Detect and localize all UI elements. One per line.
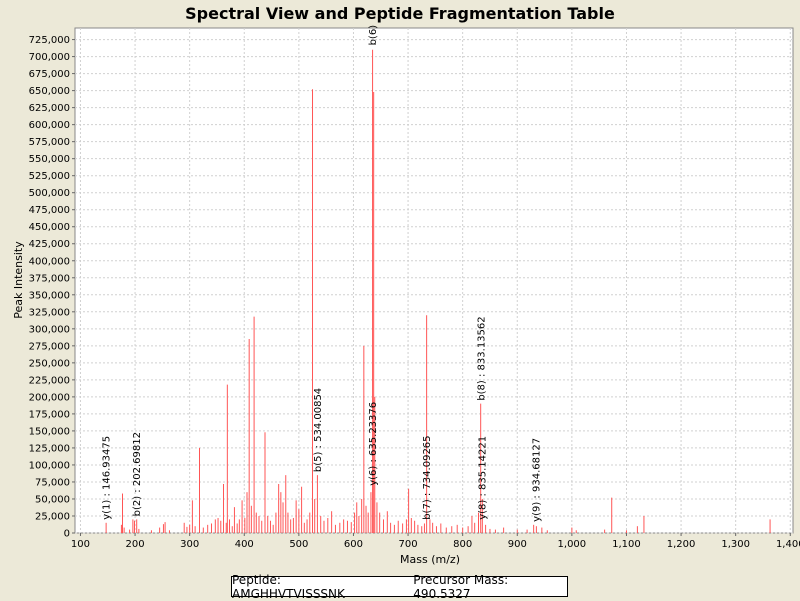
peptide-info: Peptide: AMGHHVTVISSSNK xyxy=(232,573,395,601)
peak-annotations: y(1) : 146.93475 b(2) : 202.69812 b(5) : 5… xyxy=(102,25,543,522)
y-tick-label: 450,000 xyxy=(29,222,70,233)
y-tick-label: 25,000 xyxy=(35,511,70,522)
x-tick-label: 1,200 xyxy=(667,539,696,550)
peak-annotation-label: y(1) : 146.93475 xyxy=(102,436,113,520)
x-tick-label: 500 xyxy=(289,539,308,550)
x-tick-label: 300 xyxy=(180,539,199,550)
peak-annotation-label: b(7) : 734.09265 xyxy=(422,435,433,519)
y-tick-label: 350,000 xyxy=(29,290,70,301)
y-tick-label: 100,000 xyxy=(29,460,70,471)
y-tick-label: 150,000 xyxy=(29,426,70,437)
plot-area xyxy=(74,27,794,534)
peak-annotation-label: y(9) : 934.68127 xyxy=(532,438,543,522)
y-tick-label: 75,000 xyxy=(35,477,70,488)
y-tick-label: 325,000 xyxy=(29,307,70,318)
grid-lines xyxy=(75,28,793,534)
x-tick-label: 100 xyxy=(71,539,90,550)
peak-annotation-label: b(5) : 534.00854 xyxy=(313,388,324,472)
y-axis-label: Peak Intensity xyxy=(12,241,25,319)
axes: 100 200 300 400 500 600 700 800 900 1,000 1,100 1,2… xyxy=(29,35,800,550)
peak-annotation-label: b(2) : 202.69812 xyxy=(132,432,143,516)
x-tick-label: 600 xyxy=(344,539,363,550)
x-axis-label: Mass (m/z) xyxy=(400,553,460,566)
x-tick-label: 900 xyxy=(508,539,527,550)
precursor-mass: 490.5327 xyxy=(413,586,471,601)
x-tick-label: 1,400 xyxy=(776,539,800,550)
peptide-label: Peptide: xyxy=(232,572,281,587)
x-tick-label: 1,100 xyxy=(612,539,641,550)
y-tick-label: 475,000 xyxy=(29,205,70,216)
y-tick-label: 700,000 xyxy=(29,52,70,63)
y-tick-label: 600,000 xyxy=(29,120,70,131)
y-tick-label: 400,000 xyxy=(29,256,70,267)
peak-annotation-label: y(8) : 835.14221 xyxy=(477,436,488,520)
y-tick-label: 200,000 xyxy=(29,392,70,403)
y-tick-label: 725,000 xyxy=(29,35,70,46)
peak-bars xyxy=(105,49,771,533)
y-tick-label: 275,000 xyxy=(29,341,70,352)
y-tick-label: 250,000 xyxy=(29,358,70,369)
x-tick-label: 1,300 xyxy=(721,539,750,550)
x-tick-label: 400 xyxy=(235,539,254,550)
peak-annotation-label: y(6) : 635.23376 xyxy=(368,402,379,486)
peptide-sequence: AMGHHVTVISSSNK xyxy=(232,586,345,601)
y-tick-label: 650,000 xyxy=(29,86,70,97)
y-tick-label: 225,000 xyxy=(29,375,70,386)
y-tick-label: 0 xyxy=(64,529,70,540)
y-tick-label: 300,000 xyxy=(29,324,70,335)
y-tick-label: 500,000 xyxy=(29,188,70,199)
y-tick-label: 175,000 xyxy=(29,409,70,420)
y-tick-label: 125,000 xyxy=(29,443,70,454)
y-tick-label: 425,000 xyxy=(29,239,70,250)
y-tick-label: 50,000 xyxy=(35,494,70,505)
y-tick-label: 550,000 xyxy=(29,154,70,165)
peak-annotation-label: b(6) xyxy=(368,25,379,46)
precursor-label: Precursor Mass: xyxy=(413,572,509,587)
x-tick-label: 700 xyxy=(399,539,418,550)
precursor-info: Precursor Mass: 490.5327 xyxy=(413,573,567,601)
y-tick-label: 375,000 xyxy=(29,273,70,284)
peptide-info-box: Peptide: AMGHHVTVISSSNK Precursor Mass: … xyxy=(231,573,568,601)
y-tick-label: 575,000 xyxy=(29,137,70,148)
chart-title: Spectral View and Peptide Fragmentation … xyxy=(185,4,615,23)
x-tick-label: 200 xyxy=(126,539,145,550)
y-tick-label: 625,000 xyxy=(29,103,70,114)
peak-annotation-label: b(8) : 833.13562 xyxy=(476,316,487,400)
x-tick-label: 1,000 xyxy=(558,539,587,550)
y-tick-label: 525,000 xyxy=(29,171,70,182)
y-tick-label: 675,000 xyxy=(29,69,70,80)
x-tick-label: 800 xyxy=(453,539,472,550)
